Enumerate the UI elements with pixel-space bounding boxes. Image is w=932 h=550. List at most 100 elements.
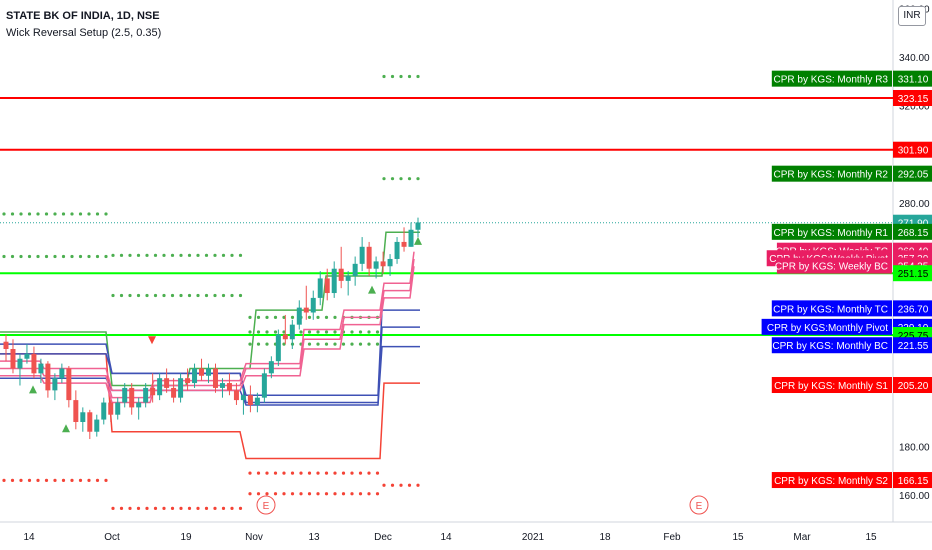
level-dot bbox=[333, 330, 337, 334]
price-label-text: 331.10 bbox=[898, 75, 929, 86]
level-dot bbox=[87, 212, 91, 216]
level-dot bbox=[299, 330, 303, 334]
price-label-box bbox=[893, 265, 932, 282]
level-dot bbox=[87, 478, 91, 482]
level-dot bbox=[213, 253, 217, 257]
candle-body bbox=[206, 368, 212, 376]
level-dot bbox=[399, 74, 403, 79]
level-dot bbox=[316, 330, 320, 334]
level-dot bbox=[248, 330, 252, 334]
candle-body bbox=[157, 378, 163, 396]
indicator-label-box bbox=[776, 257, 892, 274]
price-label-text: 205.20 bbox=[898, 381, 929, 392]
level-dot bbox=[196, 253, 200, 257]
level-dot bbox=[407, 483, 412, 487]
level-dot bbox=[95, 478, 100, 482]
level-dot bbox=[36, 212, 40, 216]
level-dot bbox=[307, 342, 312, 346]
level-dot bbox=[316, 342, 320, 346]
candle-body bbox=[352, 263, 358, 276]
level-dot bbox=[19, 212, 23, 216]
level-dot bbox=[53, 478, 57, 482]
indicator-title: Wick Reversal Setup (2.5, 0.35) bbox=[6, 27, 162, 39]
level-dot bbox=[273, 492, 278, 496]
level-dot bbox=[358, 342, 363, 346]
level-dot bbox=[111, 506, 115, 510]
level-dot bbox=[2, 478, 6, 482]
level-dot bbox=[307, 471, 312, 475]
candle-body bbox=[192, 368, 198, 384]
indicator-label-text: CPR by KGS: Monthly R3 bbox=[774, 75, 889, 86]
level-dot bbox=[282, 471, 286, 475]
currency-button[interactable]: INR bbox=[898, 6, 926, 26]
level-dot bbox=[179, 506, 183, 510]
indicator-label-text: CPR by KGS: Monthly BC bbox=[772, 341, 888, 352]
candle-body bbox=[296, 307, 302, 325]
level-dot bbox=[10, 254, 15, 259]
level-dot bbox=[324, 492, 329, 496]
level-dot bbox=[187, 506, 192, 510]
symbol-title: STATE BK OF INDIA, 1D, NSE bbox=[6, 10, 160, 22]
level-dot bbox=[111, 253, 115, 257]
level-dot bbox=[416, 177, 420, 181]
channel-line bbox=[0, 258, 415, 399]
level-dot bbox=[416, 483, 420, 487]
price-label-box bbox=[893, 377, 932, 394]
candle-body bbox=[401, 241, 407, 247]
level-dot bbox=[375, 330, 380, 334]
candle-body bbox=[38, 363, 44, 374]
candle-body bbox=[282, 334, 288, 340]
level-dot bbox=[382, 483, 386, 487]
price-tick-label: 320.00 bbox=[899, 102, 930, 113]
price-label-text: 225.75 bbox=[898, 331, 929, 342]
candle-body bbox=[45, 363, 51, 391]
time-tick-label: 15 bbox=[865, 532, 877, 543]
level-dot bbox=[136, 506, 141, 510]
buy-signal-marker bbox=[62, 424, 70, 433]
level-dot bbox=[324, 315, 329, 319]
level-dot bbox=[230, 253, 234, 257]
level-dot bbox=[104, 212, 108, 216]
level-dot bbox=[61, 254, 66, 259]
time-tick-label: Nov bbox=[245, 532, 263, 543]
level-dot bbox=[221, 253, 226, 257]
level-dot bbox=[265, 471, 269, 475]
price-tick-label: 340.00 bbox=[899, 53, 930, 64]
price-label-text: 236.70 bbox=[898, 304, 929, 315]
level-dot bbox=[170, 253, 175, 257]
candle-body bbox=[275, 334, 281, 362]
candle-body bbox=[199, 368, 205, 376]
level-dot bbox=[2, 212, 6, 216]
level-dot bbox=[61, 212, 66, 216]
level-dot bbox=[282, 342, 286, 346]
level-dot bbox=[367, 471, 371, 475]
candle-body bbox=[408, 229, 414, 247]
level-dot bbox=[290, 492, 295, 496]
candle-body bbox=[394, 241, 400, 259]
candle-body bbox=[338, 268, 344, 281]
candle-body bbox=[380, 261, 386, 267]
time-tick-label: 13 bbox=[308, 532, 320, 543]
level-dot bbox=[350, 492, 354, 496]
level-dot bbox=[204, 253, 209, 257]
price-tick-label: 180.00 bbox=[899, 442, 930, 453]
candle-body bbox=[226, 383, 232, 391]
candle-body bbox=[185, 378, 191, 384]
level-dot bbox=[358, 330, 363, 334]
level-dot bbox=[128, 293, 132, 298]
candle-body bbox=[10, 349, 16, 369]
candle-body bbox=[122, 387, 128, 403]
price-label-box bbox=[893, 141, 932, 158]
level-dot bbox=[367, 492, 371, 496]
time-tick-label: Oct bbox=[104, 532, 120, 543]
level-dot bbox=[153, 506, 158, 510]
level-dot bbox=[238, 506, 243, 510]
level-dot bbox=[248, 342, 252, 346]
level-dot bbox=[10, 478, 15, 482]
candle-body bbox=[101, 402, 107, 420]
candle-body bbox=[59, 368, 65, 379]
candle-body bbox=[31, 353, 37, 374]
level-dot bbox=[87, 254, 91, 259]
level-dot bbox=[273, 315, 278, 319]
